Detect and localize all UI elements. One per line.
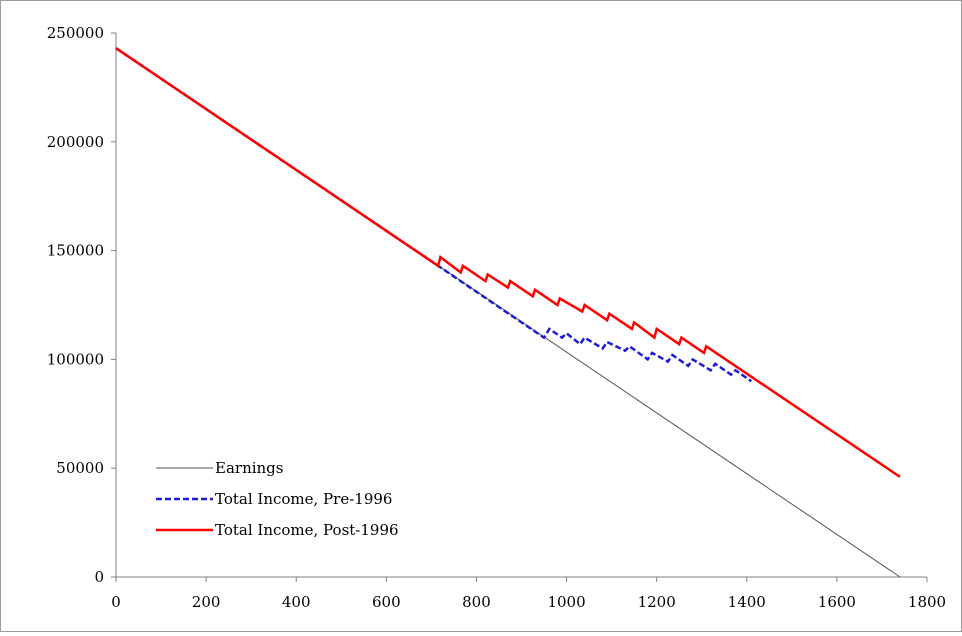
legend: Earnings Total Income, Pre-1996 Total Inco…	[156, 459, 399, 539]
x-tick-label: 0	[111, 593, 121, 611]
axes: 0 200 400 600 800 1000 1200 1400 1600 1800 0 50000 1…	[47, 24, 946, 611]
x-tick-label: 1200	[638, 593, 676, 611]
y-tick-label: 100000	[47, 350, 104, 368]
y-tick-label: 150000	[47, 242, 104, 260]
legend-label: Earnings	[215, 459, 283, 477]
x-tick-label: 1600	[818, 593, 856, 611]
x-tick-label: 600	[372, 593, 401, 611]
x-tick-label: 400	[282, 593, 311, 611]
x-tick-label: 1400	[728, 593, 766, 611]
y-tick-label: 200000	[47, 133, 104, 151]
x-tick-label: 200	[192, 593, 221, 611]
series-layer	[115, 47, 901, 578]
x-tick-label: 1800	[908, 593, 946, 611]
legend-label: Total Income, Pre-1996	[215, 490, 392, 508]
x-tick-label: 1000	[547, 593, 585, 611]
series-line-total-income-post-1996	[115, 47, 901, 478]
y-tick-label: 250000	[47, 24, 104, 42]
x-tick-label: 800	[462, 593, 491, 611]
legend-label: Total Income, Post-1996	[215, 521, 399, 539]
y-tick-label: 0	[94, 568, 104, 586]
y-tick-label: 50000	[56, 459, 104, 477]
